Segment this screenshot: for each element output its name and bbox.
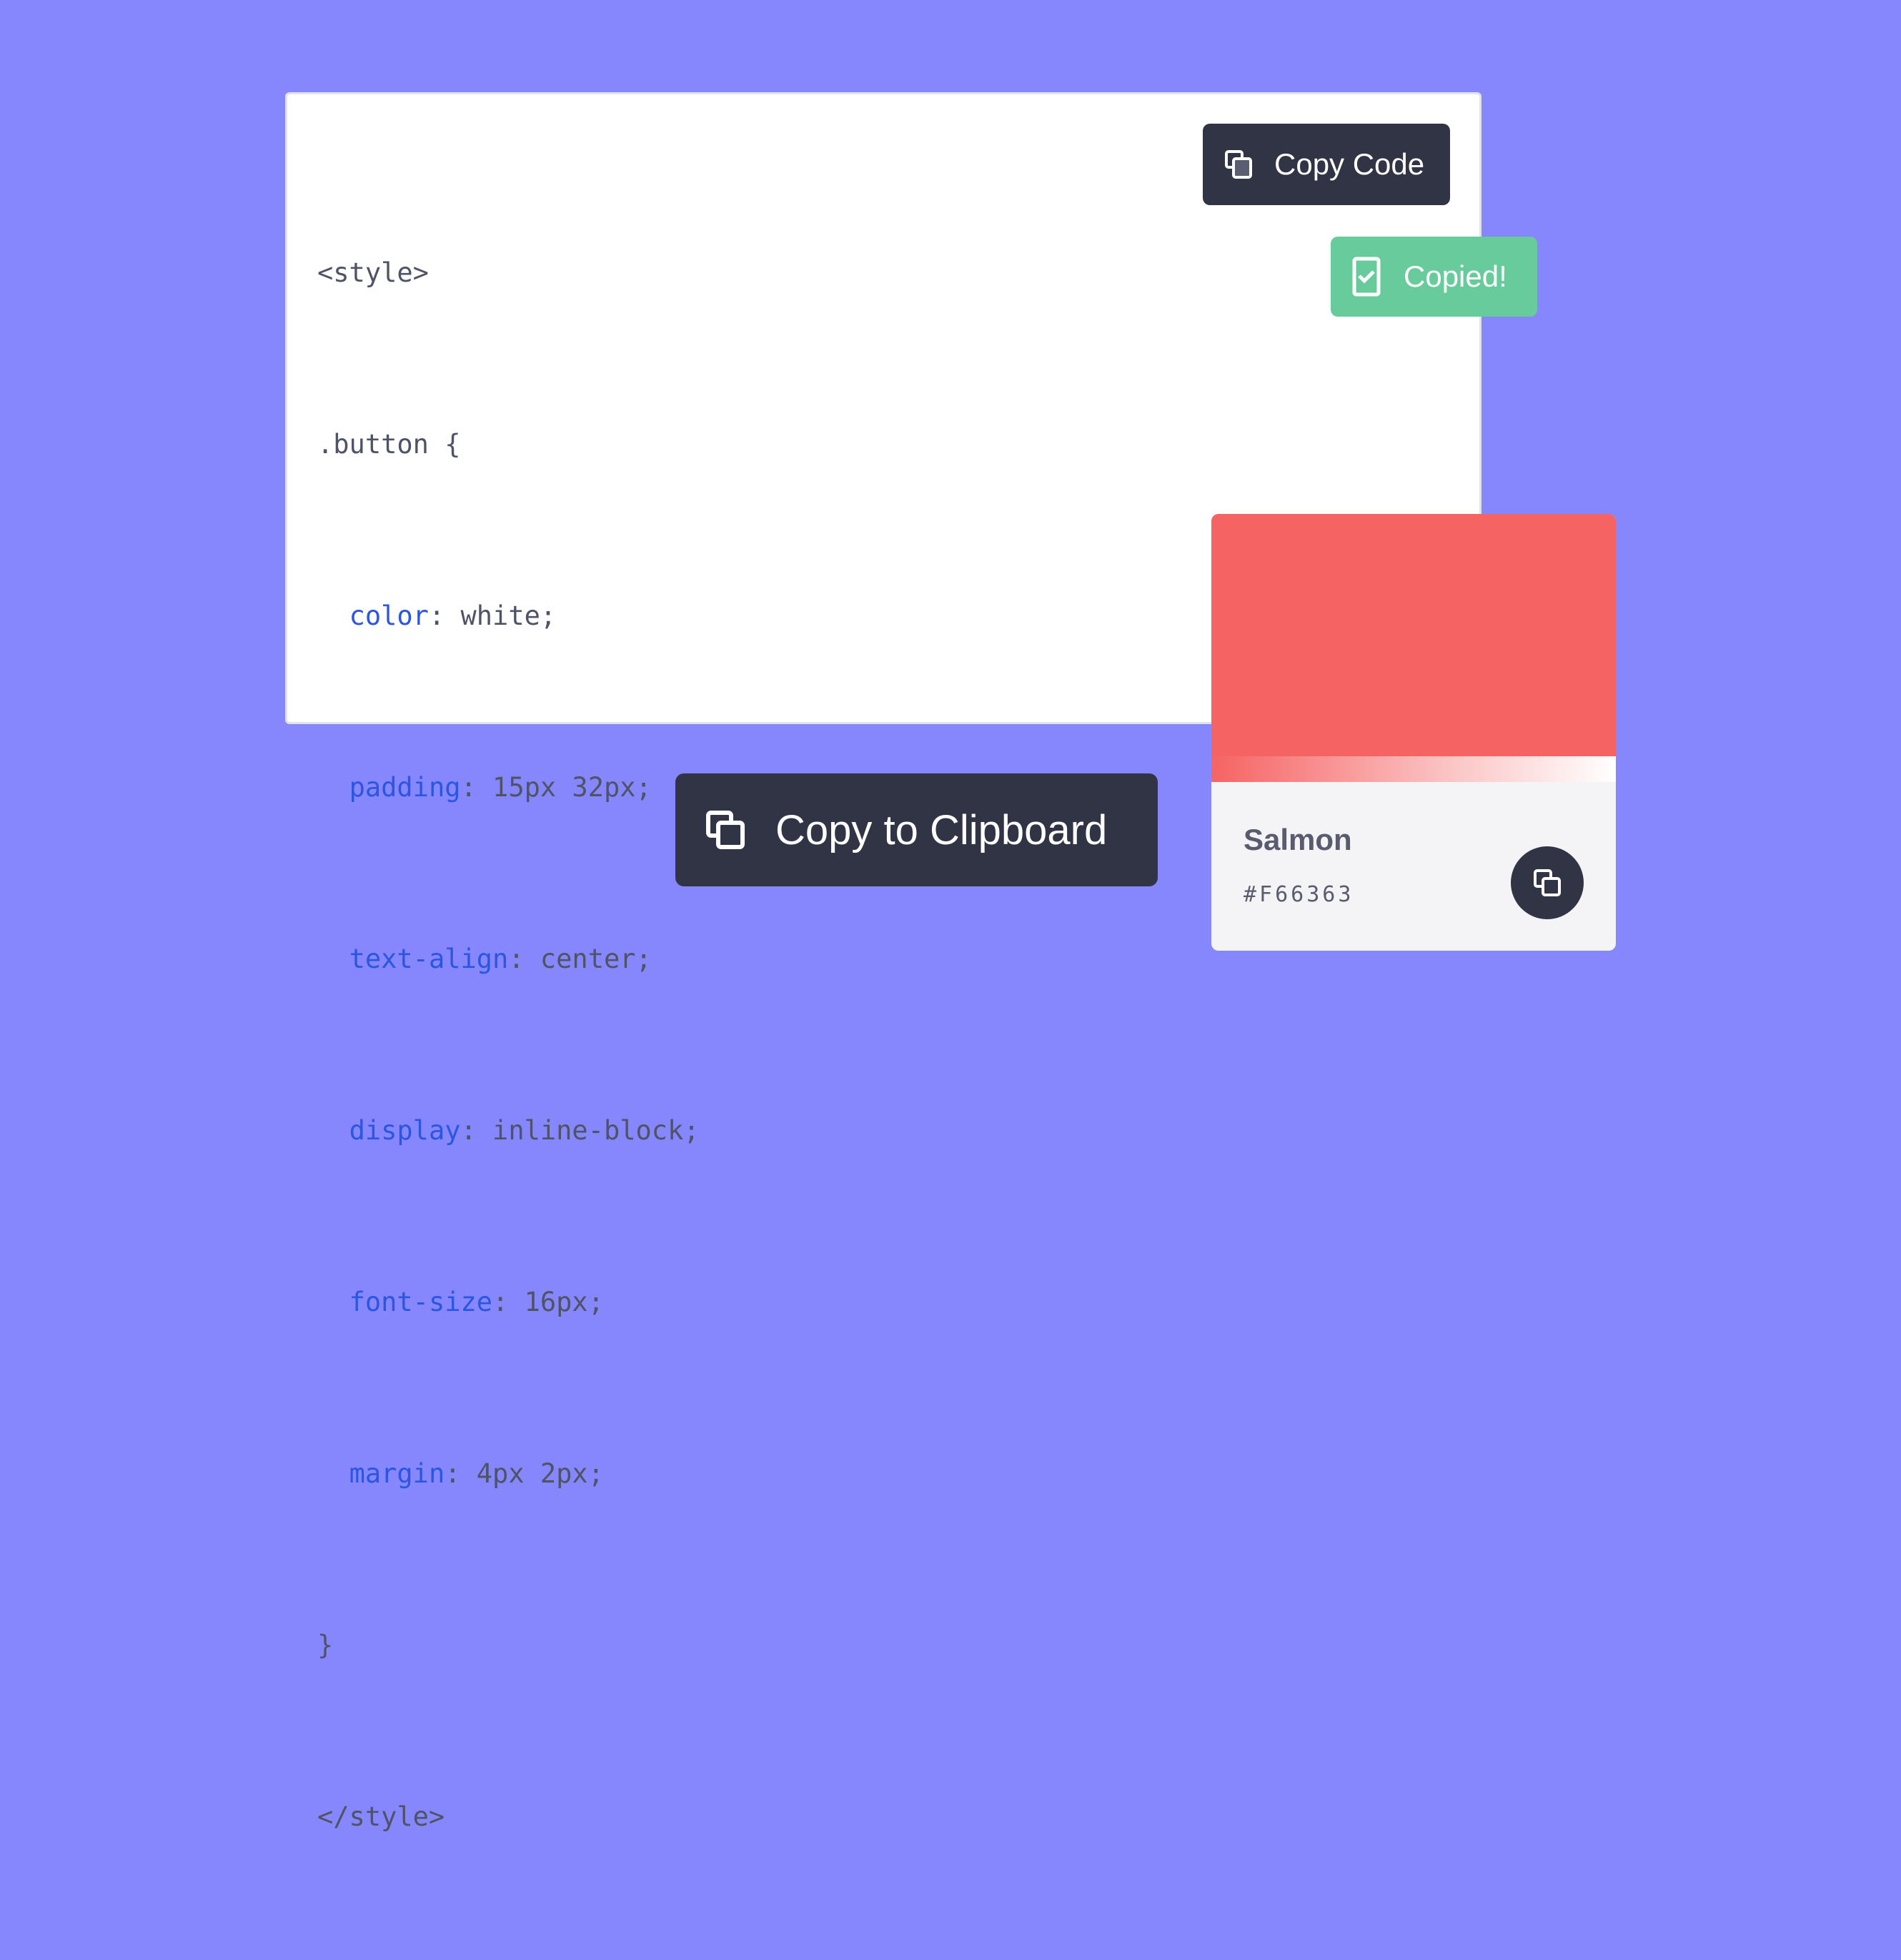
code-property: font-size [349,1287,493,1317]
code-line: } [317,1617,700,1674]
copy-code-button[interactable]: Copy Code [1203,124,1450,205]
color-swatch-card: Salmon #F66363 [1211,514,1616,951]
code-line: color: white; [317,588,700,645]
copy-code-label: Copy Code [1274,147,1425,181]
code-text: : 15px 32px; [460,772,652,803]
clipboard-check-icon [1352,257,1381,297]
copy-icon [1224,149,1253,179]
color-name: Salmon [1244,823,1352,856]
code-property: padding [349,772,461,803]
color-hex: #F66363 [1244,882,1354,907]
copied-label: Copied! [1404,259,1507,293]
code-line: font-size: 16px; [317,1274,700,1331]
copy-color-button[interactable] [1511,846,1584,919]
code-text: : center; [508,944,652,974]
code-line: margin: 4px 2px; [317,1445,700,1503]
copy-to-clipboard-label: Copy to Clipboard [775,806,1108,853]
copy-icon [1533,868,1562,897]
code-line: </style> [317,1788,700,1846]
code-property: display [349,1115,461,1146]
code-line: padding: 15px 32px; [317,759,700,816]
code-line: display: inline-block; [317,1102,700,1159]
color-gradient-strip [1211,756,1616,782]
code-property: color [349,600,429,631]
code-text: : inline-block; [460,1115,700,1146]
code-text: .button { [317,429,461,460]
copy-icon [705,810,745,850]
code-text: : 16px; [492,1287,604,1317]
code-line: text-align: center; [317,931,700,988]
code-text: : 4px 2px; [445,1458,604,1489]
color-swatch [1211,514,1616,756]
code-text: </style> [317,1801,445,1832]
code-line: <style> [317,244,700,302]
code-property: margin [349,1458,445,1489]
code-text: } [317,1630,334,1660]
code-property: text-align [349,944,509,974]
code-text: : white; [428,600,557,631]
copy-to-clipboard-button[interactable]: Copy to Clipboard [675,773,1158,886]
code-line: .button { [317,416,700,473]
code-block: <style> .button { color: white; padding:… [317,130,700,1960]
copied-badge: Copied! [1331,237,1537,317]
code-text: <style> [317,257,429,288]
